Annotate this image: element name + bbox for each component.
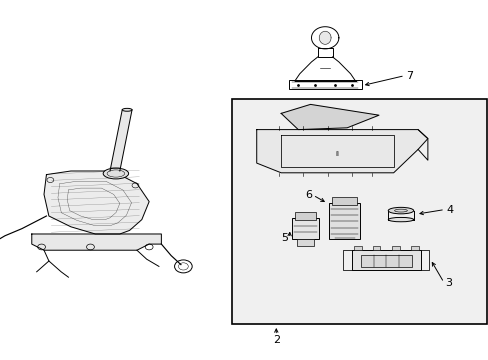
Bar	[331, 197, 357, 205]
Text: ii: ii	[335, 151, 339, 157]
Polygon shape	[319, 31, 330, 44]
Bar	[372, 246, 380, 250]
Polygon shape	[44, 171, 149, 234]
Bar	[360, 255, 411, 267]
Text: 2: 2	[272, 335, 279, 345]
Bar	[232, 99, 486, 324]
Text: 3: 3	[444, 278, 451, 288]
Bar	[391, 246, 399, 250]
Ellipse shape	[387, 207, 413, 214]
Polygon shape	[281, 104, 378, 130]
Bar	[294, 212, 316, 220]
Text: 6: 6	[305, 190, 311, 200]
Text: 1: 1	[118, 126, 124, 136]
Polygon shape	[256, 130, 427, 173]
Ellipse shape	[103, 168, 128, 179]
Bar	[410, 246, 418, 250]
Text: 4: 4	[445, 204, 452, 215]
Bar	[291, 218, 319, 239]
Polygon shape	[110, 110, 132, 171]
Text: 7: 7	[405, 71, 412, 81]
Bar	[328, 203, 360, 239]
Bar	[296, 239, 314, 246]
Ellipse shape	[122, 108, 132, 111]
Text: 5: 5	[281, 233, 288, 243]
Bar	[351, 250, 420, 270]
Ellipse shape	[387, 217, 413, 222]
Bar	[232, 99, 486, 324]
Polygon shape	[32, 234, 161, 250]
Bar	[288, 80, 361, 89]
Bar	[353, 246, 361, 250]
